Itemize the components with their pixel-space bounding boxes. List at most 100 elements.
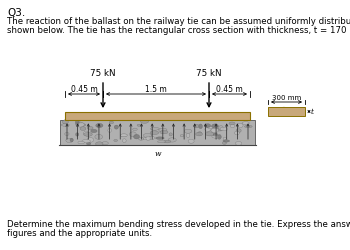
- Ellipse shape: [208, 126, 214, 130]
- Ellipse shape: [223, 140, 230, 142]
- Ellipse shape: [164, 140, 171, 143]
- Ellipse shape: [230, 125, 235, 128]
- Ellipse shape: [140, 120, 149, 124]
- Ellipse shape: [184, 130, 192, 134]
- Text: 1.5 m: 1.5 m: [145, 84, 167, 93]
- Ellipse shape: [160, 131, 168, 134]
- Text: 0.45 m: 0.45 m: [216, 84, 243, 93]
- Ellipse shape: [278, 108, 280, 110]
- Ellipse shape: [300, 114, 305, 115]
- Ellipse shape: [91, 130, 97, 133]
- Text: 300 mm: 300 mm: [272, 95, 301, 101]
- Ellipse shape: [286, 112, 288, 114]
- Ellipse shape: [222, 142, 226, 145]
- Ellipse shape: [242, 122, 249, 125]
- Ellipse shape: [159, 129, 167, 132]
- Ellipse shape: [121, 135, 126, 137]
- Ellipse shape: [286, 112, 289, 113]
- Ellipse shape: [78, 142, 84, 144]
- Ellipse shape: [122, 139, 126, 143]
- Ellipse shape: [283, 109, 287, 111]
- Ellipse shape: [216, 128, 224, 132]
- Ellipse shape: [198, 132, 202, 136]
- Ellipse shape: [65, 133, 69, 136]
- Ellipse shape: [194, 125, 199, 128]
- Ellipse shape: [95, 135, 103, 140]
- Bar: [268, 108, 305, 116]
- Ellipse shape: [205, 132, 214, 136]
- Ellipse shape: [80, 127, 86, 131]
- Ellipse shape: [146, 137, 150, 141]
- Ellipse shape: [143, 138, 149, 140]
- Ellipse shape: [244, 126, 252, 128]
- Ellipse shape: [120, 134, 127, 137]
- Ellipse shape: [286, 111, 288, 112]
- Ellipse shape: [61, 124, 69, 127]
- Ellipse shape: [84, 132, 88, 136]
- Ellipse shape: [212, 136, 220, 138]
- Bar: [60, 120, 255, 146]
- Ellipse shape: [76, 123, 84, 128]
- Ellipse shape: [297, 109, 300, 110]
- Ellipse shape: [290, 114, 293, 116]
- Ellipse shape: [196, 133, 203, 136]
- Ellipse shape: [279, 110, 282, 112]
- Ellipse shape: [237, 124, 243, 128]
- Text: 75 kN: 75 kN: [90, 69, 116, 78]
- Ellipse shape: [236, 129, 241, 133]
- Ellipse shape: [158, 141, 166, 143]
- Ellipse shape: [150, 131, 159, 135]
- Ellipse shape: [275, 108, 278, 111]
- Ellipse shape: [62, 120, 68, 125]
- Ellipse shape: [114, 126, 118, 130]
- Ellipse shape: [86, 143, 91, 145]
- Ellipse shape: [218, 126, 223, 130]
- Ellipse shape: [301, 108, 306, 111]
- Ellipse shape: [199, 124, 202, 129]
- Ellipse shape: [169, 133, 172, 136]
- Ellipse shape: [109, 122, 114, 124]
- Ellipse shape: [70, 138, 73, 142]
- Text: The reaction of the ballast on the railway tie can be assumed uniformly distribu: The reaction of the ballast on the railw…: [7, 17, 350, 26]
- Ellipse shape: [75, 120, 79, 126]
- Text: Determine the maximum bending stress developed in the tie. Express the answer to: Determine the maximum bending stress dev…: [7, 219, 350, 228]
- Text: 0.45 m: 0.45 m: [71, 84, 97, 93]
- Ellipse shape: [213, 134, 218, 138]
- Ellipse shape: [298, 110, 301, 112]
- Text: t: t: [311, 108, 314, 116]
- Ellipse shape: [114, 140, 118, 142]
- Ellipse shape: [272, 113, 275, 115]
- Ellipse shape: [234, 132, 239, 135]
- Ellipse shape: [133, 128, 137, 131]
- Ellipse shape: [220, 128, 228, 131]
- Text: shown below. The tie has the rectangular cross section with thickness, t = 170 m: shown below. The tie has the rectangular…: [7, 26, 350, 35]
- Ellipse shape: [77, 122, 82, 125]
- Ellipse shape: [287, 108, 292, 112]
- Ellipse shape: [137, 125, 141, 127]
- Ellipse shape: [282, 108, 286, 109]
- Ellipse shape: [96, 142, 103, 146]
- Ellipse shape: [156, 137, 164, 140]
- Ellipse shape: [236, 142, 242, 146]
- Ellipse shape: [205, 124, 211, 128]
- Ellipse shape: [285, 114, 289, 116]
- Ellipse shape: [223, 138, 226, 140]
- Ellipse shape: [66, 139, 73, 143]
- Ellipse shape: [78, 124, 86, 127]
- Ellipse shape: [149, 136, 154, 140]
- Ellipse shape: [273, 109, 275, 112]
- Ellipse shape: [188, 140, 194, 144]
- Ellipse shape: [84, 133, 92, 137]
- Ellipse shape: [298, 112, 302, 114]
- Ellipse shape: [211, 124, 218, 129]
- Ellipse shape: [205, 128, 211, 132]
- Ellipse shape: [143, 134, 152, 138]
- Ellipse shape: [76, 133, 79, 137]
- Ellipse shape: [277, 111, 281, 114]
- Ellipse shape: [211, 129, 219, 133]
- Text: Q3.: Q3.: [7, 8, 25, 18]
- Ellipse shape: [186, 134, 190, 138]
- Ellipse shape: [102, 142, 108, 145]
- Text: w: w: [154, 150, 161, 157]
- Bar: [65, 112, 250, 120]
